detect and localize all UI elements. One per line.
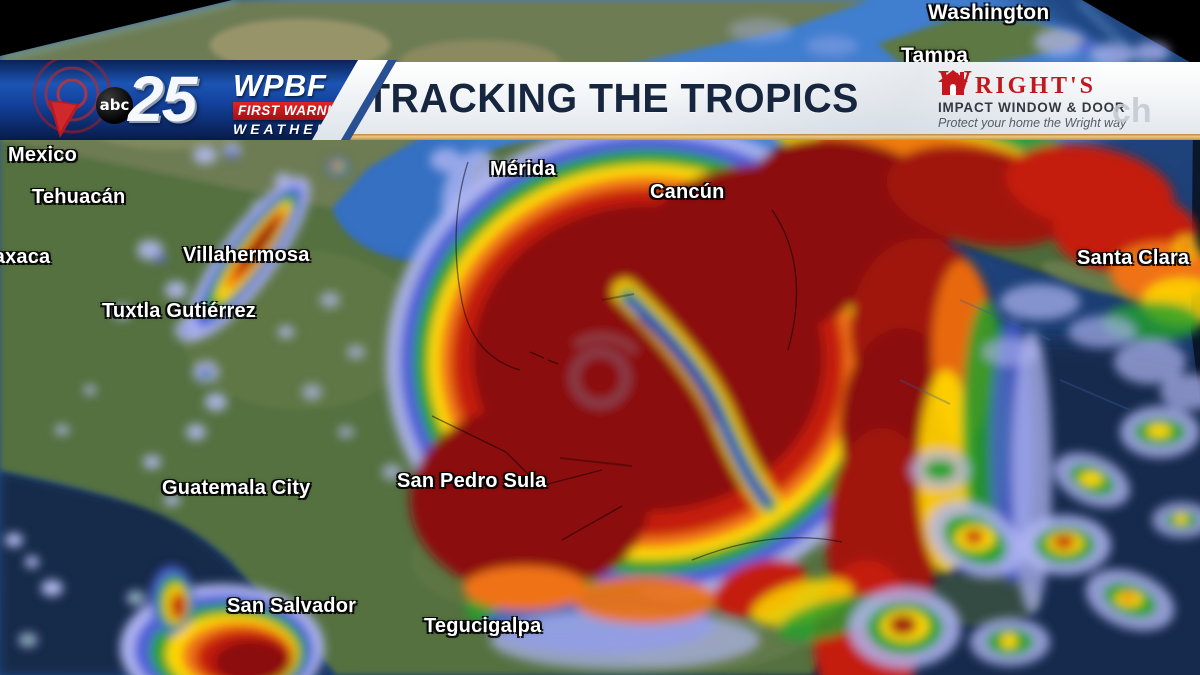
space-top-right <box>1082 0 1200 68</box>
terrain-patch <box>210 19 390 71</box>
city-label-mexico: Mexico <box>8 144 78 166</box>
city-label-cancun: Cancún <box>650 181 725 203</box>
station-callsign: WPBF <box>233 68 327 103</box>
banner-title: TRACKING THE TROPICS <box>366 75 859 121</box>
radar-cell-elsalvador <box>5 533 324 675</box>
radar-speckles-topright <box>728 18 1170 67</box>
radar-band-northeast <box>752 91 1200 342</box>
radar-band-south <box>463 559 887 670</box>
radar-layer <box>5 18 1200 675</box>
space-top-left <box>0 0 232 56</box>
station-tagline-weather: WEATHER <box>233 121 331 137</box>
radar-cell-villahermosa <box>186 177 310 339</box>
sea-glints <box>899 299 1131 411</box>
city-label-santa-clara: Santa Clara <box>1077 247 1190 269</box>
city-label-merida: Mérida <box>490 158 556 180</box>
city-label-san-pedro-sula: San Pedro Sula <box>397 470 547 492</box>
city-label-san-salvador: San Salvador <box>227 595 357 617</box>
radar-dry-slot <box>569 279 785 521</box>
city-label-oaxaca: Oaxaca <box>0 246 51 268</box>
city-label-villahermosa: Villahermosa <box>183 244 310 266</box>
city-label-guatemala-city: Guatemala City <box>162 477 311 499</box>
city-label-washington: Washington <box>928 1 1050 24</box>
radar-cell-small <box>327 158 349 176</box>
screen-watermark: ch <box>1112 92 1152 130</box>
radar-hurricane-core <box>386 122 910 602</box>
sponsor-tagline-2: Protect your home the Wright way <box>938 116 1127 130</box>
city-label-tuxtla-gutierrez: Tuxtla Gutiérrez <box>102 300 256 322</box>
city-label-tegucigalpa: Tegucigalpa <box>424 615 542 637</box>
florida <box>878 18 1088 70</box>
city-label-tehuacan: Tehuacán <box>32 186 126 208</box>
sponsor-tagline-1: IMPACT WINDOW & DOOR <box>938 100 1126 115</box>
station-logo: abc 25 WPBF FIRST WARNING WEATHER <box>0 60 358 140</box>
city-label-tampa: Tampa <box>901 44 969 67</box>
sponsor-logo: WRIGHT'S IMPACT WINDOW & DOOR Protect yo… <box>938 70 1158 130</box>
atmosphere-haze <box>0 0 236 60</box>
abc-network-logo: abc <box>96 87 133 124</box>
radar-band-east <box>814 238 1052 675</box>
banner-gold-divider <box>0 134 1200 140</box>
border-lines <box>431 161 843 561</box>
radar-cells-caribbean <box>849 236 1200 668</box>
channel-number: 25 <box>128 63 197 135</box>
